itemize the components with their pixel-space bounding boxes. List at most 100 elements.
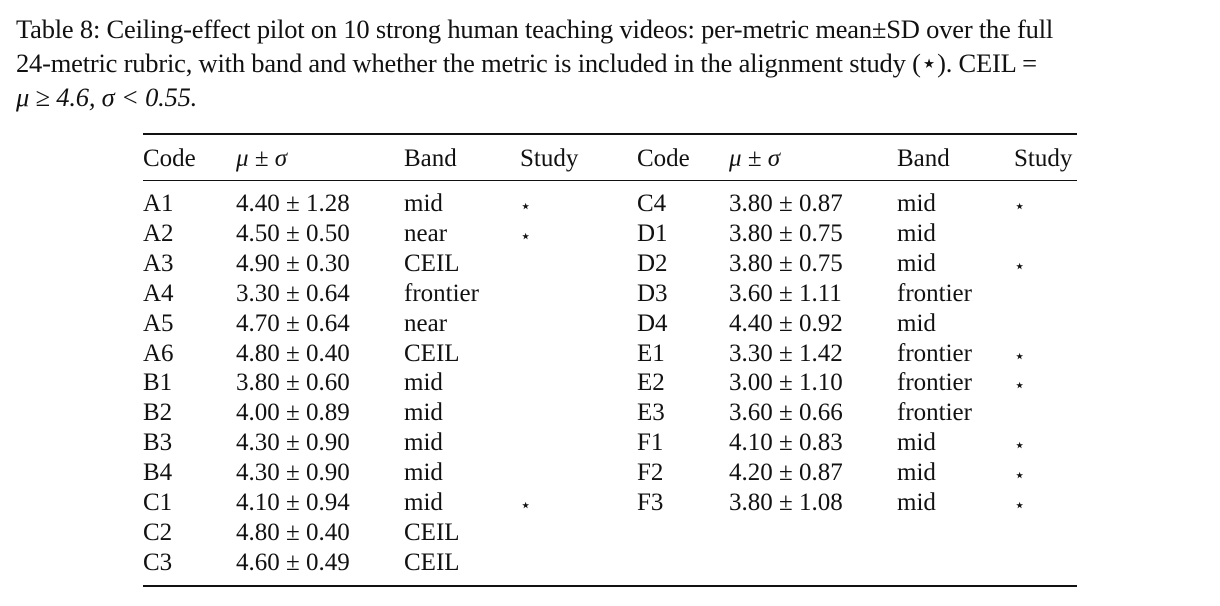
cell-study-star-right: ⋆ (1014, 495, 1026, 515)
cell-mu-left: 4.50 ± 0.50 (236, 219, 350, 247)
cell-band-right: mid (897, 459, 936, 487)
cell-mu-left: 4.90 ± 0.30 (236, 249, 350, 277)
cell-code-left: B2 (143, 399, 173, 427)
cell-band-left: CEIL (404, 339, 460, 367)
cell-mu-left: 4.80 ± 0.40 (236, 518, 350, 546)
header-band-left: Band (404, 145, 457, 172)
cell-band-right: mid (897, 309, 936, 337)
cell-mu-left: 4.40 ± 1.28 (236, 190, 350, 217)
cell-code-left: A4 (143, 279, 174, 307)
cell-mu-left: 4.00 ± 0.89 (236, 399, 350, 427)
cell-band-left: mid (404, 399, 443, 427)
cell-code-right: D2 (637, 249, 668, 277)
cell-code-left: A5 (143, 309, 174, 337)
cell-mu-left: 3.80 ± 0.60 (236, 369, 350, 397)
table-bottom-rule (143, 585, 1077, 587)
cell-code-left: B4 (143, 459, 173, 487)
cell-mu-right: 4.20 ± 0.87 (729, 459, 843, 487)
cell-code-right: E3 (637, 399, 665, 427)
cell-study-star-right: ⋆ (1014, 465, 1026, 486)
cell-code-right: F2 (637, 459, 664, 487)
cell-mu-right: 3.80 ± 0.87 (729, 190, 843, 217)
table-row: A2 4.50 ± 0.50 near ⋆ D1 3.80 ± 0.75 mid (143, 219, 1077, 249)
table-caption: Table 8: Ceiling-effect pilot on 10 stro… (16, 12, 1216, 114)
cell-band-left: mid (404, 369, 443, 397)
cell-mu-right: 3.30 ± 1.42 (729, 339, 843, 367)
cell-mu-right: 3.80 ± 1.08 (729, 489, 843, 516)
table-row: C2 4.80 ± 0.40 CEIL (143, 518, 1077, 548)
cell-band-left: frontier (404, 279, 479, 307)
cell-code-right: E1 (637, 339, 665, 367)
cell-band-left: mid (404, 459, 443, 487)
table-top-rule (143, 133, 1077, 135)
cell-code-left: A6 (143, 339, 174, 367)
cell-code-left: B1 (143, 369, 173, 397)
table-row: A5 4.70 ± 0.64 near D4 4.40 ± 0.92 mid (143, 309, 1077, 339)
cell-code-left: A1 (143, 190, 174, 217)
cell-mu-right: 4.40 ± 0.92 (729, 309, 843, 337)
table-header-row: Code μ ± σ Band Study Code μ ± σ Band St… (143, 142, 1077, 176)
cell-mu-left: 4.70 ± 0.64 (236, 309, 350, 337)
table-row: A3 4.90 ± 0.30 CEIL D2 3.80 ± 0.75 mid ⋆ (143, 249, 1077, 279)
cell-band-right: frontier (897, 399, 972, 427)
cell-band-right: mid (897, 489, 936, 516)
cell-code-left: C2 (143, 518, 173, 546)
cell-band-right: mid (897, 429, 936, 457)
cell-mu-left: 4.10 ± 0.94 (236, 489, 350, 516)
cell-band-left: mid (404, 429, 443, 457)
table-row: A1 4.40 ± 1.28 mid ⋆ C4 3.80 ± 0.87 mid ⋆ (143, 189, 1077, 219)
cell-mu-right: 3.60 ± 0.66 (729, 399, 843, 427)
cell-study-star-right: ⋆ (1014, 435, 1026, 456)
header-mu-right: μ ± σ (729, 145, 781, 172)
cell-mu-right: 4.10 ± 0.83 (729, 429, 843, 457)
cell-band-right: frontier (897, 369, 972, 397)
header-mu-left: μ ± σ (236, 145, 288, 172)
cell-band-left: mid (404, 489, 443, 516)
table-row: A6 4.80 ± 0.40 CEIL E1 3.30 ± 1.42 frontier ⋆ (143, 339, 1077, 369)
cell-study-star-right: ⋆ (1014, 196, 1026, 216)
cell-band-left: near (404, 309, 448, 337)
cell-study-star-left: ⋆ (520, 225, 532, 246)
cell-code-right: D1 (637, 219, 668, 247)
cell-band-right: mid (897, 219, 936, 247)
table-row: B1 3.80 ± 0.60 mid E2 3.00 ± 1.10 frontier ⋆ (143, 368, 1077, 398)
caption-line-3: μ ≥ 4.6, σ < 0.55. (16, 82, 198, 112)
cell-band-left: CEIL (404, 518, 460, 546)
cell-mu-right: 3.80 ± 0.75 (729, 249, 843, 277)
table-row: A4 3.30 ± 0.64 frontier D3 3.60 ± 1.11 fronti… (143, 279, 1077, 309)
cell-mu-left: 3.30 ± 0.64 (236, 279, 350, 307)
cell-code-right: D4 (637, 309, 668, 337)
cell-code-right: C4 (637, 190, 667, 217)
caption-line-1: Table 8: Ceiling-effect pilot on 10 stro… (16, 14, 1054, 44)
cell-band-left: CEIL (404, 249, 460, 277)
header-code-left: Code (143, 145, 196, 172)
table-row: B2 4.00 ± 0.89 mid E3 3.60 ± 0.66 frontier (143, 398, 1077, 428)
table-row: B3 4.30 ± 0.90 mid F1 4.10 ± 0.83 mid ⋆ (143, 428, 1077, 458)
cell-mu-left: 4.30 ± 0.90 (236, 429, 350, 457)
cell-study-star-right: ⋆ (1014, 255, 1026, 276)
header-code-right: Code (637, 145, 690, 172)
cell-mu-right: 3.00 ± 1.10 (729, 369, 843, 397)
cell-study-star-right: ⋆ (1014, 375, 1026, 396)
header-study-right: Study (1014, 145, 1073, 172)
cell-band-right: mid (897, 249, 936, 277)
cell-study-star-left: ⋆ (520, 495, 532, 515)
caption-line-2: 24-metric rubric, with band and whether … (16, 48, 1037, 78)
cell-mu-left: 4.80 ± 0.40 (236, 339, 350, 367)
table-row: C3 4.60 ± 0.49 CEIL (143, 548, 1077, 578)
cell-band-left: CEIL (404, 548, 460, 576)
cell-band-right: frontier (897, 279, 972, 307)
cell-band-right: frontier (897, 339, 972, 367)
cell-code-left: A2 (143, 219, 174, 247)
cell-code-right: E2 (637, 369, 665, 397)
cell-code-left: A3 (143, 249, 174, 277)
cell-band-right: mid (897, 190, 936, 217)
cell-mu-left: 4.30 ± 0.90 (236, 459, 350, 487)
header-band-right: Band (897, 145, 950, 172)
table-row: B4 4.30 ± 0.90 mid F2 4.20 ± 0.87 mid ⋆ (143, 458, 1077, 488)
header-study-left: Study (520, 145, 579, 172)
cell-mu-right: 3.60 ± 1.11 (729, 279, 842, 307)
cell-code-left: B3 (143, 429, 173, 457)
cell-code-right: F3 (637, 489, 664, 516)
cell-code-right: F1 (637, 429, 664, 457)
